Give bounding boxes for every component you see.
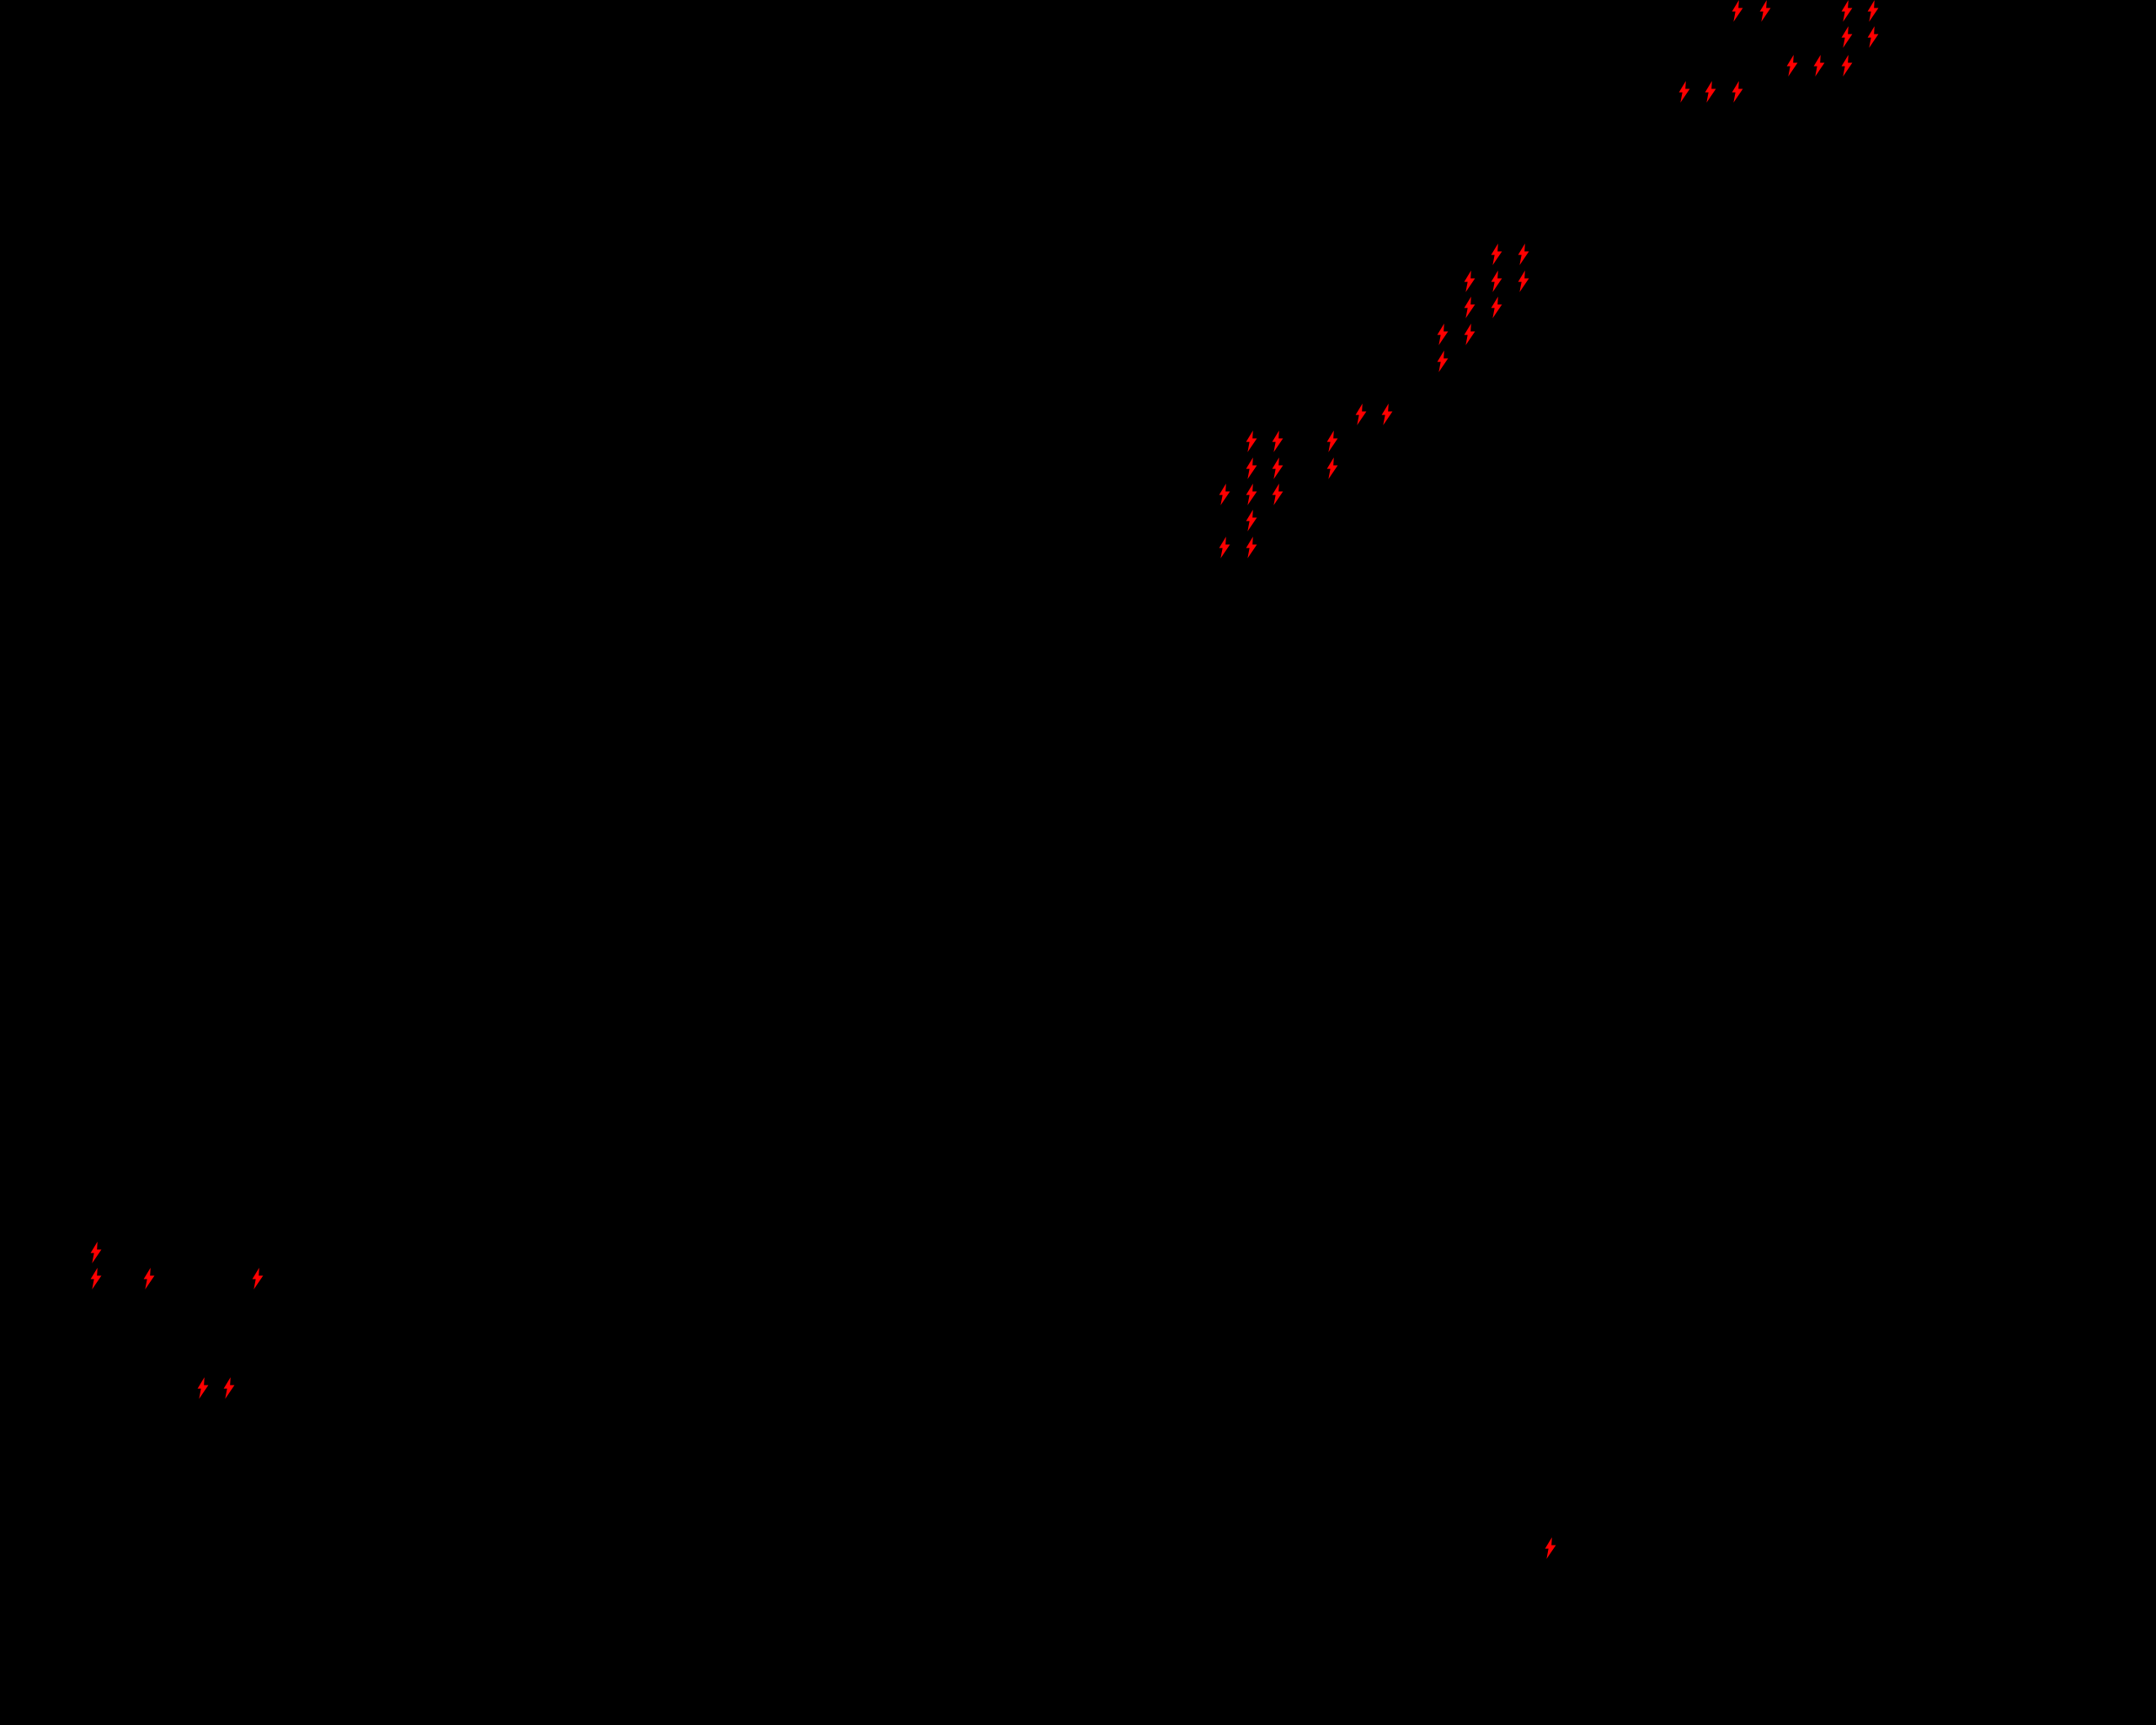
high-voltage-bolt-icon <box>223 1377 235 1399</box>
high-voltage-bolt-icon <box>1246 457 1257 479</box>
high-voltage-bolt-icon <box>1705 81 1716 103</box>
high-voltage-bolt-icon <box>1246 537 1257 558</box>
high-voltage-bolt-icon <box>1272 430 1283 452</box>
high-voltage-bolt-icon <box>1272 483 1283 505</box>
high-voltage-bolt-icon <box>1464 323 1476 345</box>
high-voltage-bolt-icon <box>1841 26 1853 48</box>
high-voltage-bolt-icon <box>1841 55 1853 77</box>
high-voltage-bolt-icon <box>1381 403 1393 425</box>
high-voltage-bolt-icon <box>1437 323 1449 345</box>
high-voltage-bolt-icon <box>1813 55 1825 77</box>
high-voltage-bolt-icon <box>1545 1537 1556 1559</box>
high-voltage-bolt-icon <box>1759 0 1771 22</box>
high-voltage-bolt-icon <box>1246 430 1257 452</box>
high-voltage-bolt-icon <box>1326 430 1338 452</box>
high-voltage-bolt-icon <box>1246 483 1257 505</box>
high-voltage-bolt-icon <box>1326 457 1338 479</box>
high-voltage-bolt-icon <box>1491 243 1502 265</box>
high-voltage-bolt-icon <box>143 1268 155 1290</box>
high-voltage-bolt-icon <box>1464 296 1476 318</box>
high-voltage-bolt-icon <box>90 1242 102 1263</box>
high-voltage-bolt-icon <box>1867 0 1879 22</box>
high-voltage-bolt-icon <box>252 1268 264 1290</box>
high-voltage-bolt-icon <box>1732 0 1743 22</box>
high-voltage-bolt-icon <box>1678 81 1690 103</box>
high-voltage-bolt-icon <box>1219 483 1230 505</box>
high-voltage-bolt-icon <box>1518 243 1529 265</box>
high-voltage-bolt-icon <box>90 1268 102 1290</box>
high-voltage-bolt-icon <box>1786 55 1798 77</box>
high-voltage-bolt-icon <box>1867 26 1879 48</box>
high-voltage-bolt-icon <box>1272 457 1283 479</box>
high-voltage-bolt-icon <box>1491 296 1502 318</box>
high-voltage-bolt-icon <box>1246 510 1257 531</box>
high-voltage-bolt-icon <box>1464 270 1476 292</box>
high-voltage-bolt-icon <box>1355 403 1367 425</box>
high-voltage-bolt-icon <box>1219 537 1230 558</box>
high-voltage-bolt-icon <box>197 1377 209 1399</box>
high-voltage-bolt-icon <box>1437 350 1449 372</box>
high-voltage-bolt-icon <box>1491 270 1502 292</box>
high-voltage-bolt-icon <box>1732 81 1743 103</box>
high-voltage-bolt-icon <box>1841 0 1853 22</box>
high-voltage-bolt-icon <box>1518 270 1529 292</box>
